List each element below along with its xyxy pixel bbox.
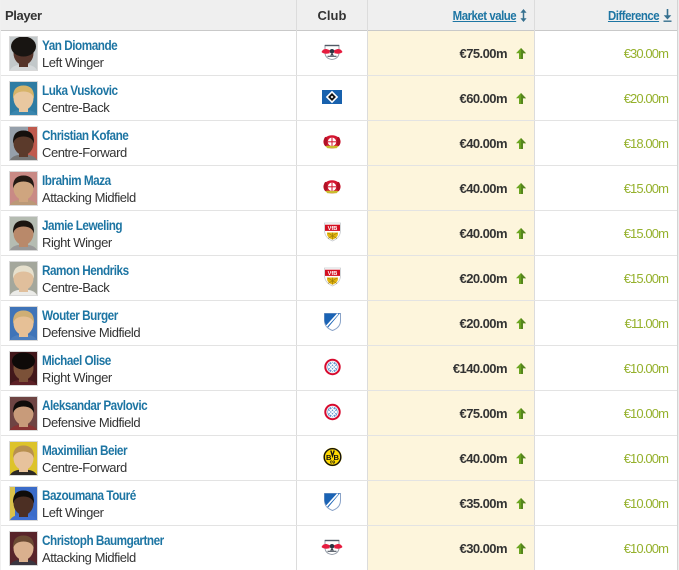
svg-text:VfB: VfB <box>327 271 337 277</box>
svg-text:VfB: VfB <box>327 226 337 232</box>
svg-text:09: 09 <box>329 460 335 465</box>
